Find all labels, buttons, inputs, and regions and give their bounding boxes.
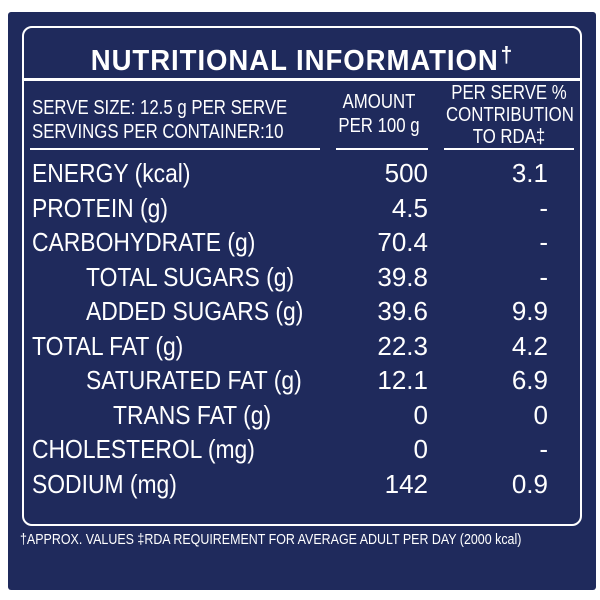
rda-header-line-2: CONTRIBUTION <box>446 104 574 126</box>
nutrient-amount: 12.1 <box>377 365 428 395</box>
serving-underline <box>30 148 320 150</box>
nutrient-amount: 4.5 <box>391 192 428 223</box>
nutrient-label: ADDED SUGARS (g) <box>86 296 304 326</box>
nutrient-label: CARBOHYDRATE (g) <box>32 227 256 257</box>
nutrient-label: TOTAL FAT (g) <box>32 330 184 361</box>
table-footnote: †APPROX. VALUES ‡RDA REQUIREMENT FOR AVE… <box>20 531 522 548</box>
rda-column-header: PER SERVE % CONTRIBUTION TO RDA‡ <box>446 82 574 148</box>
nutrient-row: ENERGY (kcal) 500 3.1 <box>24 156 580 190</box>
nutrient-label: SODIUM (mg) <box>32 468 177 499</box>
nutrition-panel: NUTRITIONAL INFORMATION† SERVE SIZE: 12.… <box>8 12 596 590</box>
nutrient-row: TRANS FAT (g) 0 0 <box>24 398 580 432</box>
nutrient-label: SATURATED FAT (g) <box>86 365 302 395</box>
nutrient-amount: 39.8 <box>377 261 428 292</box>
nutrient-row: PROTEIN (g) 4.5 - <box>24 191 580 225</box>
title-text: NUTRITIONAL INFORMATION <box>90 45 499 77</box>
nutrient-row: TOTAL SUGARS (g) 39.8 - <box>24 260 580 294</box>
nutrient-rda: - <box>539 434 548 464</box>
nutrient-rda: 3.1 <box>511 158 548 188</box>
nutrient-label: CHOLESTEROL (mg) <box>32 434 255 464</box>
amount-column-header: AMOUNT PER 100 g <box>333 90 425 138</box>
nutrient-row: SODIUM (mg) 142 0.9 <box>24 467 580 501</box>
nutrient-amount: 500 <box>384 158 428 188</box>
nutrient-rda: - <box>539 261 548 292</box>
nutrient-row: ADDED SUGARS (g) 39.6 9.9 <box>24 294 580 328</box>
nutrient-row: CHOLESTEROL (mg) 0 - <box>24 432 580 466</box>
nutrient-rda: 9.9 <box>511 296 548 326</box>
nutrient-rda: 6.9 <box>511 365 548 395</box>
serve-size-text: SERVE SIZE: 12.5 g PER SERVE <box>32 97 288 119</box>
table-title: NUTRITIONAL INFORMATION† <box>38 30 566 86</box>
nutrient-amount: 0 <box>413 434 428 464</box>
nutrient-label: ENERGY (kcal) <box>32 158 191 188</box>
title-dagger-mark: † <box>500 42 514 67</box>
rda-underline <box>444 148 574 150</box>
nutrient-amount: 39.6 <box>377 296 428 326</box>
nutrient-row: TOTAL FAT (g) 22.3 4.2 <box>24 329 580 363</box>
nutrient-row: SATURATED FAT (g) 12.1 6.9 <box>24 363 580 397</box>
nutrient-rda: 0 <box>533 399 548 430</box>
nutrient-amount: 0 <box>413 399 428 430</box>
servings-per-container-text: SERVINGS PER CONTAINER:10 <box>32 121 284 143</box>
nutrient-amount: 70.4 <box>377 227 428 257</box>
amount-underline <box>336 148 428 150</box>
nutrition-table: NUTRITIONAL INFORMATION† SERVE SIZE: 12.… <box>22 26 582 526</box>
nutrient-label: TOTAL SUGARS (g) <box>86 261 295 292</box>
rda-header-line-1: PER SERVE % <box>451 82 567 104</box>
title-divider <box>24 78 580 81</box>
nutrient-label: TRANS FAT (g) <box>113 399 272 430</box>
amount-header-line-2: PER 100 g <box>338 115 420 137</box>
nutrient-rda: 4.2 <box>511 330 548 361</box>
nutrient-label: PROTEIN (g) <box>32 192 169 223</box>
nutrient-rda: 0.9 <box>511 468 548 499</box>
amount-header-line-1: AMOUNT <box>342 91 416 113</box>
nutrient-rda: - <box>539 192 548 223</box>
nutrient-amount: 142 <box>384 468 428 499</box>
rda-header-line-3: TO RDA‡ <box>472 126 546 148</box>
nutrient-amount: 22.3 <box>377 330 428 361</box>
serving-info: SERVE SIZE: 12.5 g PER SERVE SERVINGS PE… <box>32 96 288 144</box>
nutrient-rda: - <box>539 227 548 257</box>
nutrient-row: CARBOHYDRATE (g) 70.4 - <box>24 225 580 259</box>
